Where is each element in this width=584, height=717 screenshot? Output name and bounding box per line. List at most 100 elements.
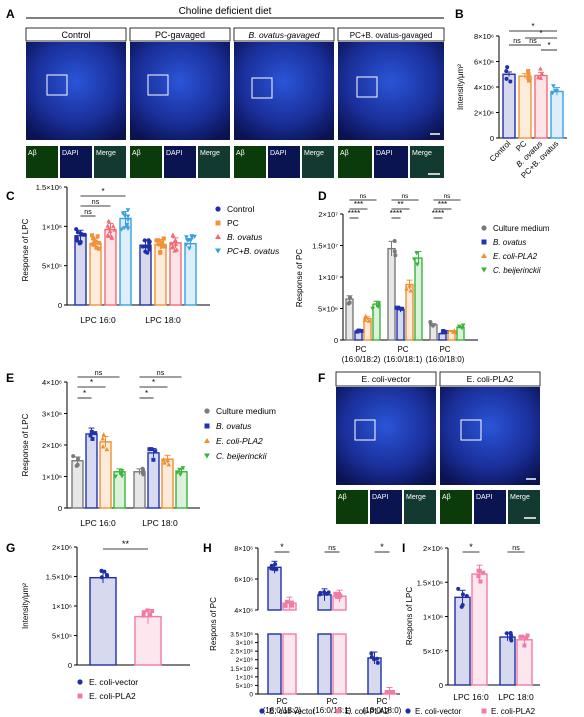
y-tick-label: 6×10⁶ xyxy=(234,577,253,584)
data-point xyxy=(124,222,130,227)
data-point xyxy=(74,236,79,241)
y-tick-label: 0 xyxy=(68,661,72,670)
bar xyxy=(267,566,282,611)
legend-marker xyxy=(215,234,221,239)
y-tick-label: 4×10⁶ xyxy=(234,608,253,615)
significance-label: * xyxy=(152,378,155,387)
data-point xyxy=(107,228,113,234)
y-tick-label: 4×10⁶ xyxy=(474,83,494,92)
data-point xyxy=(550,91,555,96)
legend-marker xyxy=(335,708,341,714)
y-tick-label: 5×10⁵ xyxy=(42,262,62,271)
legend-label: E. coli-PLA2 xyxy=(493,252,538,261)
data-point xyxy=(162,244,167,249)
data-point xyxy=(369,651,374,656)
significance-label: ns xyxy=(444,193,452,200)
data-point xyxy=(173,238,178,243)
bar xyxy=(396,309,405,341)
x-tick-label: PC xyxy=(397,345,408,354)
micrograph-b-ovatus: B. ovatus-gavaged Aβ DAPI Merge xyxy=(233,27,335,178)
x-tick-label: (16:0/18:0) xyxy=(426,355,465,364)
y-tick-label: 0 xyxy=(490,134,494,143)
bar xyxy=(104,228,117,306)
bar xyxy=(332,633,347,695)
data-point xyxy=(460,323,466,328)
bar xyxy=(133,471,146,509)
data-point xyxy=(290,603,295,608)
data-point xyxy=(109,234,114,239)
y-tick-label: 4×10⁶ xyxy=(42,378,62,387)
legend-label: E. coli-PLA2 xyxy=(89,691,136,701)
data-point xyxy=(444,329,449,334)
group-label-b-ovatus: B. ovatus-gavaged xyxy=(249,30,320,40)
significance-label: * xyxy=(469,542,473,552)
data-point xyxy=(355,329,360,334)
legend-label: B. ovatus xyxy=(227,232,263,242)
legend-label: C. beijerinckii xyxy=(493,266,541,275)
data-point xyxy=(526,78,531,83)
data-point xyxy=(105,573,110,578)
data-point xyxy=(269,563,274,568)
inset-label-abeta: Aβ xyxy=(236,150,245,157)
data-point xyxy=(122,226,127,231)
data-point xyxy=(184,235,189,240)
data-point xyxy=(165,457,171,463)
data-point xyxy=(393,253,398,258)
y-tick-label: 2×10⁶ xyxy=(423,544,443,553)
data-point xyxy=(78,240,83,245)
data-point xyxy=(505,65,510,70)
data-point xyxy=(89,429,94,434)
data-point xyxy=(140,244,145,249)
legend-label: E. coli-PLA2 xyxy=(491,707,536,716)
data-point xyxy=(148,612,153,617)
data-point xyxy=(188,238,194,243)
data-point xyxy=(141,613,146,618)
data-point xyxy=(177,467,182,472)
inset-label-dapi: DAPI xyxy=(166,150,182,157)
data-point xyxy=(92,239,97,244)
y-tick-label: 3×10⁶ xyxy=(42,410,62,419)
y-axis-label: Respons of PC xyxy=(209,597,218,651)
data-point xyxy=(93,431,98,436)
data-point xyxy=(173,241,179,247)
data-point xyxy=(459,326,465,331)
legend-label: Control xyxy=(227,204,255,214)
data-point xyxy=(538,66,543,71)
data-point xyxy=(362,317,368,322)
data-point xyxy=(326,590,331,595)
y-tick-label: 0 xyxy=(439,681,443,690)
y-axis-label: Response of PC xyxy=(295,249,304,307)
y-tick-label: 1.5×10⁶ xyxy=(46,573,72,582)
data-point xyxy=(333,591,338,596)
legend-label: B. ovatus xyxy=(493,238,526,247)
data-point xyxy=(100,444,106,449)
data-point xyxy=(161,236,166,241)
data-point xyxy=(347,300,352,305)
significance-label: **** xyxy=(432,209,444,218)
bar xyxy=(267,633,282,695)
y-axis-label: Response of LPC xyxy=(21,218,30,281)
data-point xyxy=(456,586,461,591)
legend-label: PC xyxy=(227,218,239,228)
bar xyxy=(89,576,117,666)
data-point xyxy=(400,306,405,311)
y-tick-label: 2.5×10⁶ xyxy=(230,649,253,656)
data-point xyxy=(151,457,156,462)
data-point xyxy=(390,690,395,694)
inset-label-abeta: Aβ xyxy=(442,494,451,501)
bar xyxy=(139,244,152,306)
y-tick-label: 1×10⁶ xyxy=(42,222,62,231)
inset-label-abeta: Aβ xyxy=(132,150,141,157)
data-point xyxy=(184,238,190,243)
significance-label: * xyxy=(145,389,148,398)
y-tick-label: 1×10⁶ xyxy=(52,602,72,611)
group-label-pc-b-ovatus: PC+B. ovatus-gavaged xyxy=(350,31,433,40)
significance-label: ns xyxy=(84,209,92,216)
y-axis-label: Respons of LPC xyxy=(405,587,414,645)
significance-label: * xyxy=(531,22,534,31)
data-point xyxy=(552,88,558,93)
inset-label-merge: Merge xyxy=(510,494,530,501)
data-point xyxy=(478,579,483,584)
